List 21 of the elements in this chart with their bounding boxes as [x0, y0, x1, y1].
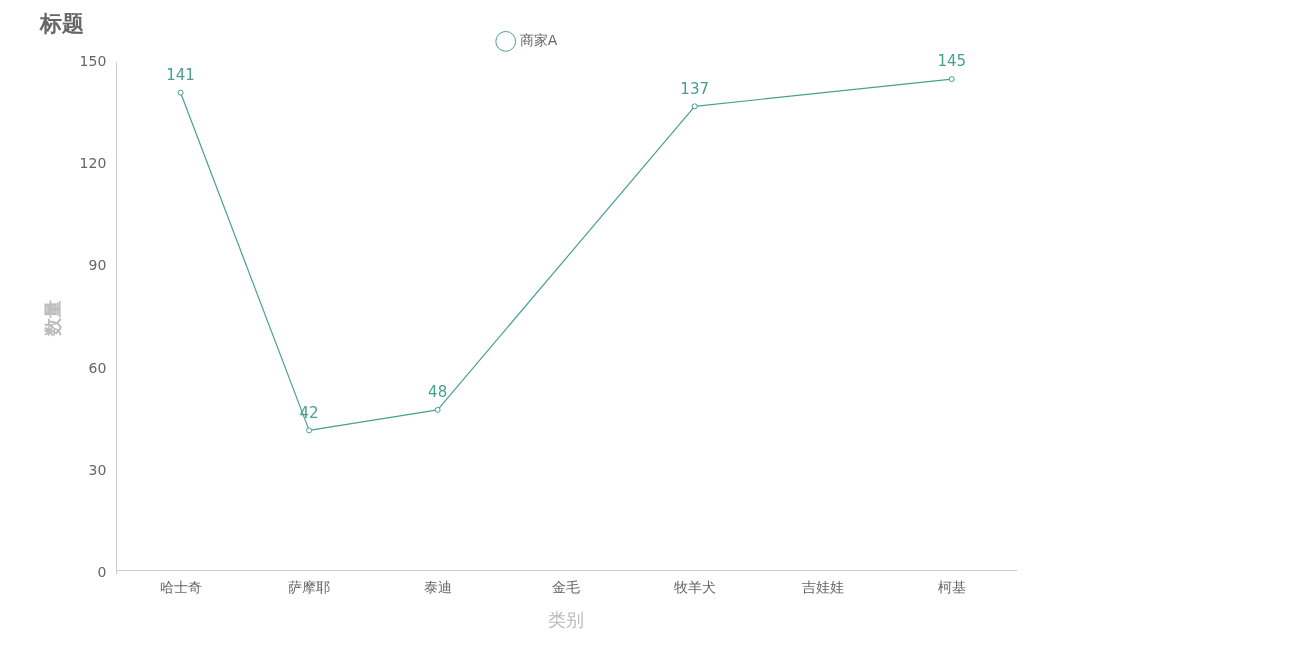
- x-tick-label: 牧羊犬: [673, 579, 716, 596]
- x-tick-label: 吉娃娃: [802, 579, 845, 596]
- x-tick-label: 金毛: [552, 579, 581, 596]
- data-label: 48: [428, 383, 448, 402]
- x-tick-label: 哈士奇: [159, 579, 202, 596]
- x-tick-label: 泰迪: [423, 579, 452, 596]
- x-tick-label: 萨摩耶: [288, 579, 331, 596]
- y-tick-label: 150: [79, 52, 107, 69]
- data-label: 141: [166, 66, 195, 85]
- data-label: 145: [937, 52, 967, 71]
- y-axis-title: 数量: [42, 299, 64, 337]
- x-tick-label: 柯基: [937, 579, 966, 596]
- legend-label: 商家A: [519, 32, 558, 49]
- y-tick-label: 120: [79, 154, 107, 171]
- y-tick-label: 60: [88, 359, 107, 376]
- y-tick-label: 0: [97, 564, 107, 581]
- y-tick-label: 30: [88, 461, 107, 478]
- x-axis-title: 类别: [548, 609, 585, 631]
- y-tick-label: 90: [88, 257, 107, 274]
- data-label: 137: [680, 79, 710, 98]
- chart-title: 标题: [39, 10, 84, 36]
